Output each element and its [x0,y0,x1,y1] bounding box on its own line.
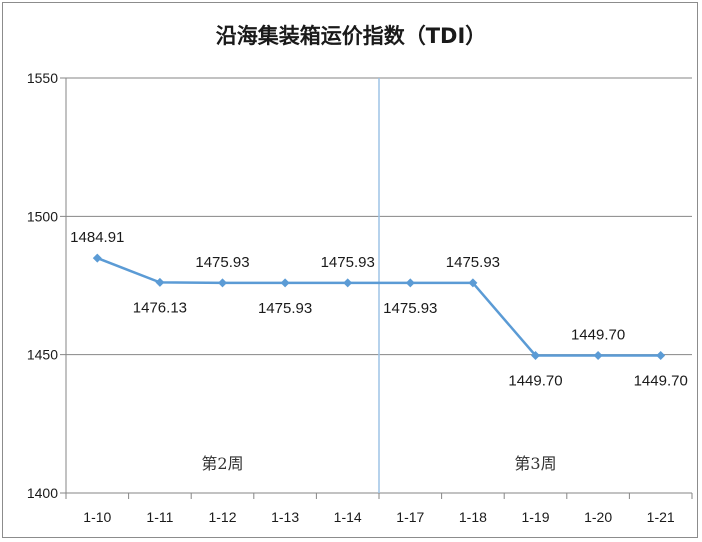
week-labels: 第2周 第3周 [201,454,556,473]
data-point [405,278,415,288]
data-point [92,253,102,263]
data-label: 1476.13 [133,299,187,316]
data-point [343,278,353,288]
tick-labels: 1400 1450 1500 1550 1-10 1-11 1-12 1-13 1-14 1-17… [27,70,675,525]
x-tick-label: 1-19 [521,509,549,525]
x-tick-label: 1-17 [396,509,424,525]
week-label: 第2周 [201,454,243,473]
data-point [155,277,165,287]
x-tick-label: 1-21 [647,509,675,525]
x-tick-label: 1-11 [146,509,173,525]
data-label: 1449.70 [508,372,562,389]
data-label: 1484.91 [70,229,124,246]
x-tick-label: 1-12 [208,509,236,525]
series [92,253,666,360]
x-tick-label: 1-18 [459,509,487,525]
data-label: 1475.93 [446,254,500,271]
x-tick-label: 1-10 [83,509,111,525]
y-tick-label: 1550 [27,70,58,86]
data-label: 1449.70 [571,326,625,343]
data-point [468,278,478,288]
data-label: 1475.93 [383,300,437,317]
data-labels: 1484.91 1476.13 1475.93 1475.93 1475.93 1475.… [70,229,688,389]
series-line [96,256,661,357]
data-point [531,350,540,360]
data-point [280,278,290,288]
x-tick-label: 1-13 [271,509,299,525]
data-point [218,278,227,288]
chart-title: 沿海集装箱运价指数（TDI） [215,24,487,48]
y-tick-label: 1500 [27,208,58,224]
y-tick-label: 1400 [27,485,58,501]
axes [60,78,693,499]
y-tick-label: 1450 [27,347,58,363]
x-tick-label: 1-14 [334,509,362,525]
data-point [593,350,603,360]
data-label: 1449.70 [634,372,688,389]
week-label: 第3周 [514,454,556,473]
data-label: 1475.93 [258,300,312,317]
data-label: 1475.93 [195,254,249,271]
data-label: 1475.93 [321,254,375,271]
x-tick-label: 1-20 [584,509,612,525]
data-point [656,350,666,360]
